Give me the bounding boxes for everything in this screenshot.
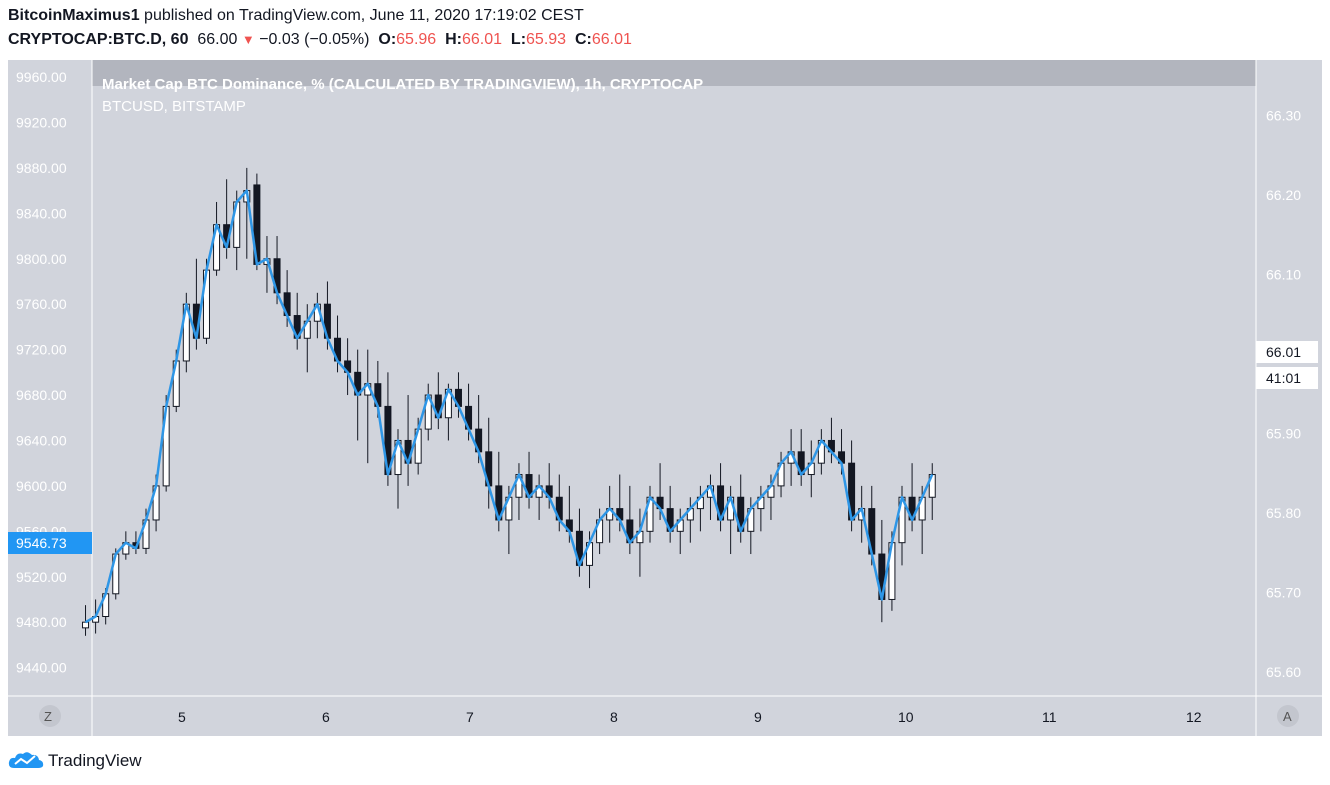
time-tick-6: 6 bbox=[322, 709, 330, 725]
right-tick-2: 65.80 bbox=[1266, 505, 1301, 521]
countdown-label: 41:01 bbox=[1266, 370, 1301, 386]
auto-scale-right-button[interactable]: A bbox=[1277, 705, 1299, 727]
low-label: L: bbox=[510, 31, 527, 48]
left-tick-4: 9600.00 bbox=[16, 478, 67, 494]
candles-group bbox=[82, 167, 936, 636]
low-value: 65.93 bbox=[526, 31, 567, 48]
tradingview-logo[interactable]: TradingView bbox=[8, 748, 142, 774]
time-tick-11: 11 bbox=[1042, 709, 1057, 725]
cloud-icon bbox=[8, 752, 44, 768]
left-axis[interactable]: 9440.009480.009520.009560.009600.009640.… bbox=[16, 69, 67, 676]
right-tick-0: 65.60 bbox=[1266, 664, 1301, 680]
left-tick-7: 9720.00 bbox=[16, 342, 67, 358]
open-value: 65.96 bbox=[396, 31, 437, 48]
right-tick-7: 66.30 bbox=[1266, 108, 1301, 124]
left-price-tag-label: 9546.73 bbox=[16, 535, 67, 551]
left-tick-5: 9640.00 bbox=[16, 432, 67, 448]
chart-frame[interactable]: Market Cap BTC Dominance, % (CALCULATED … bbox=[8, 60, 1322, 736]
right-tick-1: 65.70 bbox=[1266, 585, 1301, 601]
legend-bar bbox=[92, 60, 1256, 86]
time-tick-10: 10 bbox=[898, 709, 914, 725]
time-tick-9: 9 bbox=[754, 709, 762, 725]
logo-text: TradingView bbox=[48, 751, 142, 770]
symbol-name: CRYPTOCAP:BTC.D, 60 bbox=[8, 31, 189, 48]
time-axis[interactable]: 5 6 7 8 9 10 11 12 bbox=[178, 709, 1202, 725]
right-axis-button-label: A bbox=[1283, 709, 1292, 724]
legend-overlay-series: BTCUSD, BITSTAMP bbox=[102, 98, 246, 115]
time-tick-8: 8 bbox=[610, 709, 618, 725]
auto-scale-left-button[interactable]: Z bbox=[39, 705, 61, 727]
time-tick-5: 5 bbox=[178, 709, 186, 725]
left-tick-11: 9880.00 bbox=[16, 160, 67, 176]
close-label: C: bbox=[574, 31, 592, 48]
high-value: 66.01 bbox=[461, 31, 503, 48]
left-tick-2: 9520.00 bbox=[16, 569, 67, 585]
close-value: 66.01 bbox=[591, 31, 632, 48]
time-tick-7: 7 bbox=[466, 709, 474, 725]
btc-dominance-line bbox=[84, 189, 934, 624]
author-name[interactable]: BitcoinMaximus1 bbox=[8, 7, 140, 24]
right-price-tag-label: 66.01 bbox=[1266, 344, 1301, 360]
down-triangle-icon: ▼ bbox=[241, 32, 255, 47]
left-price-tag: 9546.73 bbox=[8, 532, 92, 554]
left-tick-1: 9480.00 bbox=[16, 614, 67, 630]
left-tick-10: 9840.00 bbox=[16, 205, 67, 221]
plot-area[interactable] bbox=[92, 60, 1256, 696]
chart-canvas[interactable]: Market Cap BTC Dominance, % (CALCULATED … bbox=[8, 60, 1322, 736]
symbol-header: CRYPTOCAP:BTC.D, 60 66.00 ▼ −0.03 (−0.05… bbox=[8, 31, 632, 49]
right-tick-5: 66.10 bbox=[1266, 267, 1301, 283]
time-tick-12: 12 bbox=[1186, 709, 1202, 725]
price-change: −0.03 (−0.05%) bbox=[259, 31, 370, 48]
left-axis-button-label: Z bbox=[44, 709, 52, 724]
right-price-tag: 66.01 41:01 bbox=[1256, 341, 1318, 389]
right-tick-6: 66.20 bbox=[1266, 187, 1301, 203]
left-tick-13: 9960.00 bbox=[16, 69, 67, 85]
left-tick-9: 9800.00 bbox=[16, 251, 67, 267]
left-tick-8: 9760.00 bbox=[16, 296, 67, 312]
open-label: O: bbox=[378, 31, 397, 48]
publish-header: BitcoinMaximus1 published on TradingView… bbox=[8, 7, 584, 25]
high-label: H: bbox=[445, 31, 462, 48]
left-tick-12: 9920.00 bbox=[16, 114, 67, 130]
legend-main-series: Market Cap BTC Dominance, % (CALCULATED … bbox=[102, 76, 703, 93]
right-tick-3: 65.90 bbox=[1266, 426, 1301, 442]
published-text: published on TradingView.com, June 11, 2… bbox=[144, 7, 584, 24]
last-price: 66.00 bbox=[197, 31, 238, 48]
left-tick-6: 9680.00 bbox=[16, 387, 67, 403]
left-tick-0: 9440.00 bbox=[16, 660, 67, 676]
